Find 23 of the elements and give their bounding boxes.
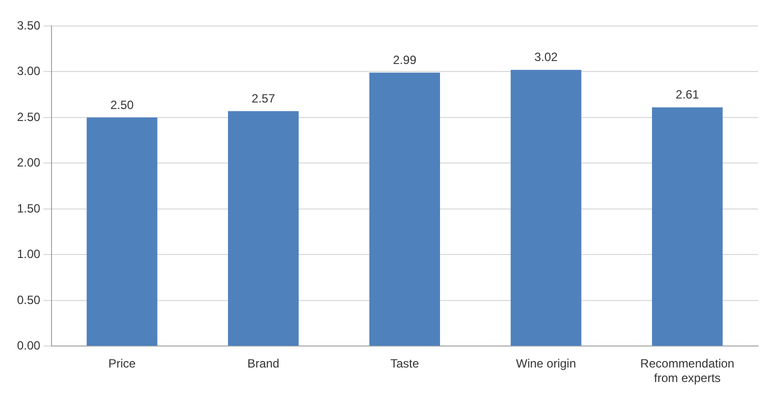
data-label: 3.02 — [534, 50, 558, 64]
bar — [86, 117, 158, 346]
data-label: 2.99 — [393, 52, 417, 67]
x-tick-label: Price — [108, 356, 136, 371]
y-tick-label: 2.00 — [16, 156, 41, 170]
bar — [369, 72, 440, 346]
bar — [228, 111, 299, 346]
y-tick-label: 2.50 — [16, 110, 41, 124]
y-tick-label: 3.00 — [16, 64, 41, 78]
x-tick-label: Brand — [247, 356, 280, 371]
y-tick-label: 0.50 — [16, 292, 41, 307]
bar — [510, 70, 582, 346]
x-tick-label: Wine origin — [516, 356, 576, 371]
data-label: 2.50 — [110, 98, 134, 112]
x-tick-label: Recommendation from experts — [640, 356, 734, 386]
y-tick-label: 1.00 — [16, 247, 41, 262]
y-tick-label: 3.50 — [16, 18, 41, 32]
data-label: 2.57 — [252, 91, 276, 106]
y-tick-label: 0.00 — [16, 338, 41, 353]
x-tick-label: Taste — [390, 356, 420, 371]
bar — [652, 107, 723, 346]
data-label: 2.61 — [676, 88, 700, 102]
y-tick-label: 1.50 — [16, 201, 41, 216]
